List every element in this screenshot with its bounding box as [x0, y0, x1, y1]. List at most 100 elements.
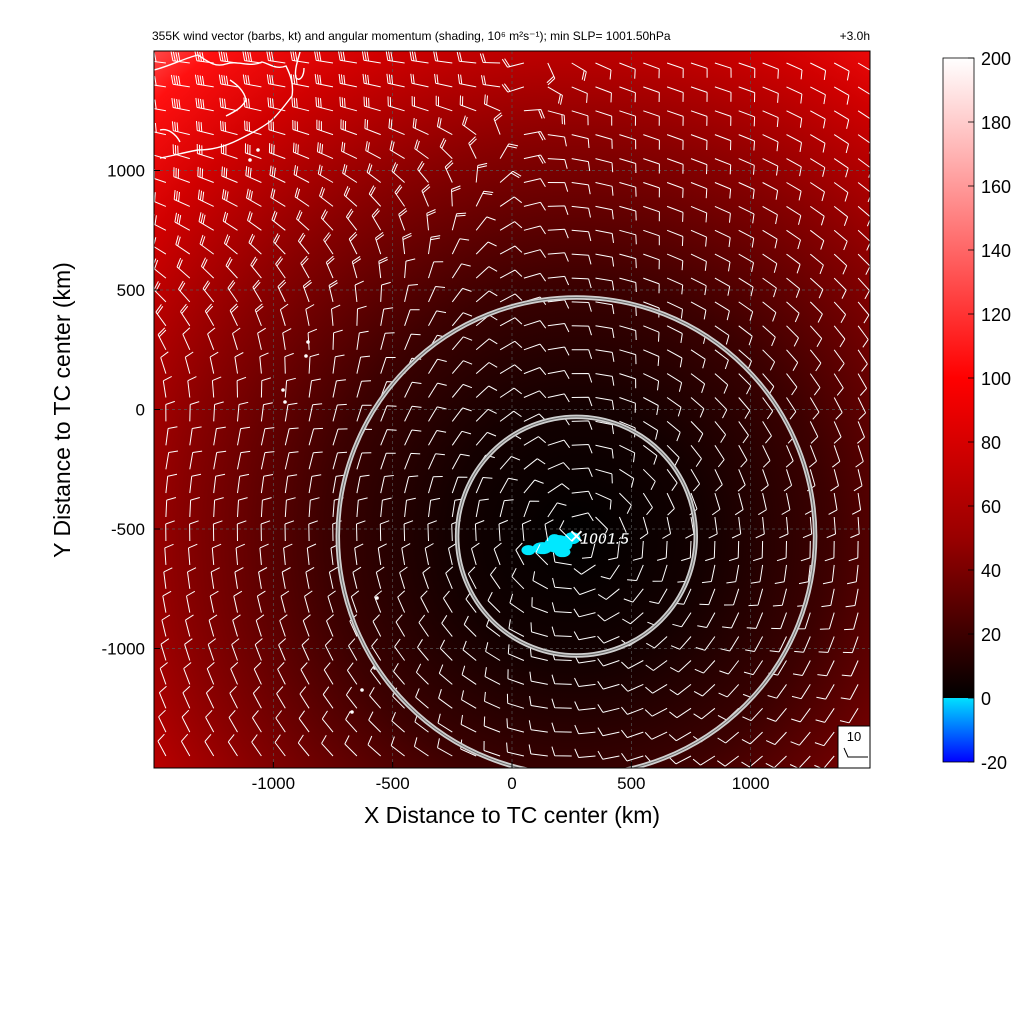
- wind-barb: [410, 73, 429, 88]
- y-tick-label: -1000: [102, 640, 145, 659]
- wind-barb: [690, 349, 706, 369]
- wind-barb: [227, 280, 238, 303]
- colorbar-tick-label: 200: [981, 49, 1011, 69]
- wind-barb: [175, 235, 191, 255]
- x-tick-label: 1000: [732, 774, 770, 793]
- wind-barb: [723, 588, 740, 606]
- coastline-segment: [159, 128, 181, 143]
- wind-barb: [306, 543, 317, 565]
- wind-barb: [714, 182, 732, 199]
- wind-barb: [332, 354, 345, 374]
- wind-barb: [619, 253, 637, 269]
- wind-barb: [499, 293, 523, 303]
- wind-barb: [236, 376, 247, 398]
- wind-barb: [769, 636, 787, 653]
- wind-barb: [856, 421, 865, 444]
- wind-barb: [463, 615, 477, 637]
- wind-barb: [284, 377, 296, 398]
- wind-barb: [714, 397, 728, 419]
- wind-barb: [380, 452, 396, 470]
- wind-barb: [162, 375, 172, 398]
- wind-barb: [722, 612, 740, 629]
- wind-barb: [208, 614, 218, 637]
- wind-barb: [351, 255, 362, 279]
- wind-barb: [308, 474, 322, 494]
- wind-barb: [595, 229, 614, 243]
- wind-barb: [771, 612, 787, 630]
- wind-barb: [231, 638, 240, 661]
- wind-barb: [290, 51, 310, 64]
- x-tick-label: 0: [507, 774, 516, 793]
- wind-barb: [690, 301, 707, 320]
- wind-barb: [714, 349, 729, 370]
- wind-barb: [690, 182, 708, 199]
- wind-barb: [781, 493, 791, 515]
- wind-barb: [786, 253, 801, 274]
- wind-barb: [666, 229, 684, 247]
- wind-barb: [738, 277, 754, 297]
- wind-barb: [643, 134, 660, 150]
- wind-barb: [642, 444, 658, 465]
- wind-barb: [154, 52, 166, 64]
- wind-barb: [844, 612, 859, 631]
- wind-barb: [186, 590, 196, 613]
- wind-barb: [499, 364, 523, 375]
- wind-barb: [220, 143, 238, 160]
- wind-barb: [547, 346, 570, 356]
- wind-barb: [595, 444, 614, 459]
- wind-barb: [621, 753, 644, 762]
- wind-barb: [766, 707, 787, 722]
- wind-barb: [762, 182, 779, 200]
- colorbar-tick-label: 180: [981, 113, 1011, 133]
- wind-barb: [327, 590, 336, 613]
- wind-barb: [207, 327, 216, 350]
- wind-barb: [595, 397, 615, 410]
- wind-barb: [210, 567, 220, 589]
- wind-barb: [800, 540, 811, 562]
- wind-barb: [493, 112, 503, 135]
- wind-barb: [230, 662, 239, 685]
- wind-barb: [197, 189, 214, 207]
- wind-barb: [276, 686, 286, 709]
- wind-barb: [475, 190, 494, 207]
- wind-barb: [459, 95, 477, 112]
- wind-barb: [571, 396, 593, 407]
- wind-barb: [428, 406, 447, 422]
- wind-barb: [339, 96, 358, 112]
- wind-barb: [618, 516, 627, 540]
- wind-barb: [547, 462, 571, 470]
- wind-barb: [499, 340, 523, 351]
- wind-barb: [523, 201, 546, 211]
- wind-barb: [331, 304, 341, 326]
- wind-barb: [809, 421, 819, 444]
- wind-barb: [619, 492, 632, 514]
- wind-barb: [462, 115, 477, 136]
- wind-barb: [444, 160, 454, 183]
- island-dot: [281, 388, 285, 392]
- wind-barb: [251, 710, 262, 733]
- wind-barb: [762, 229, 778, 249]
- colorbar-tick-label: 160: [981, 177, 1011, 197]
- wind-barb: [475, 477, 493, 494]
- wind-barb: [662, 516, 672, 539]
- wind-barb: [451, 453, 470, 470]
- wind-barb: [762, 445, 771, 468]
- wind-barb: [719, 660, 740, 675]
- wind-barb: [183, 662, 192, 685]
- colorbar-tick-label: 0: [981, 689, 991, 709]
- wind-barb: [284, 474, 298, 494]
- wind-barb: [356, 520, 366, 542]
- wind-barb: [356, 355, 371, 374]
- wind-barb: [646, 636, 668, 649]
- wind-barb: [380, 281, 391, 302]
- wind-barb: [726, 564, 740, 584]
- wind-barb: [571, 325, 592, 336]
- wind-barb: [690, 205, 708, 223]
- wind-barb: [506, 718, 525, 733]
- wind-barb: [750, 564, 764, 584]
- wind-barb: [219, 97, 238, 112]
- wind-barb: [484, 691, 501, 709]
- wind-barb: [234, 567, 244, 589]
- tc-center-marker: 1001.5: [570, 530, 630, 548]
- wind-barb: [552, 577, 572, 590]
